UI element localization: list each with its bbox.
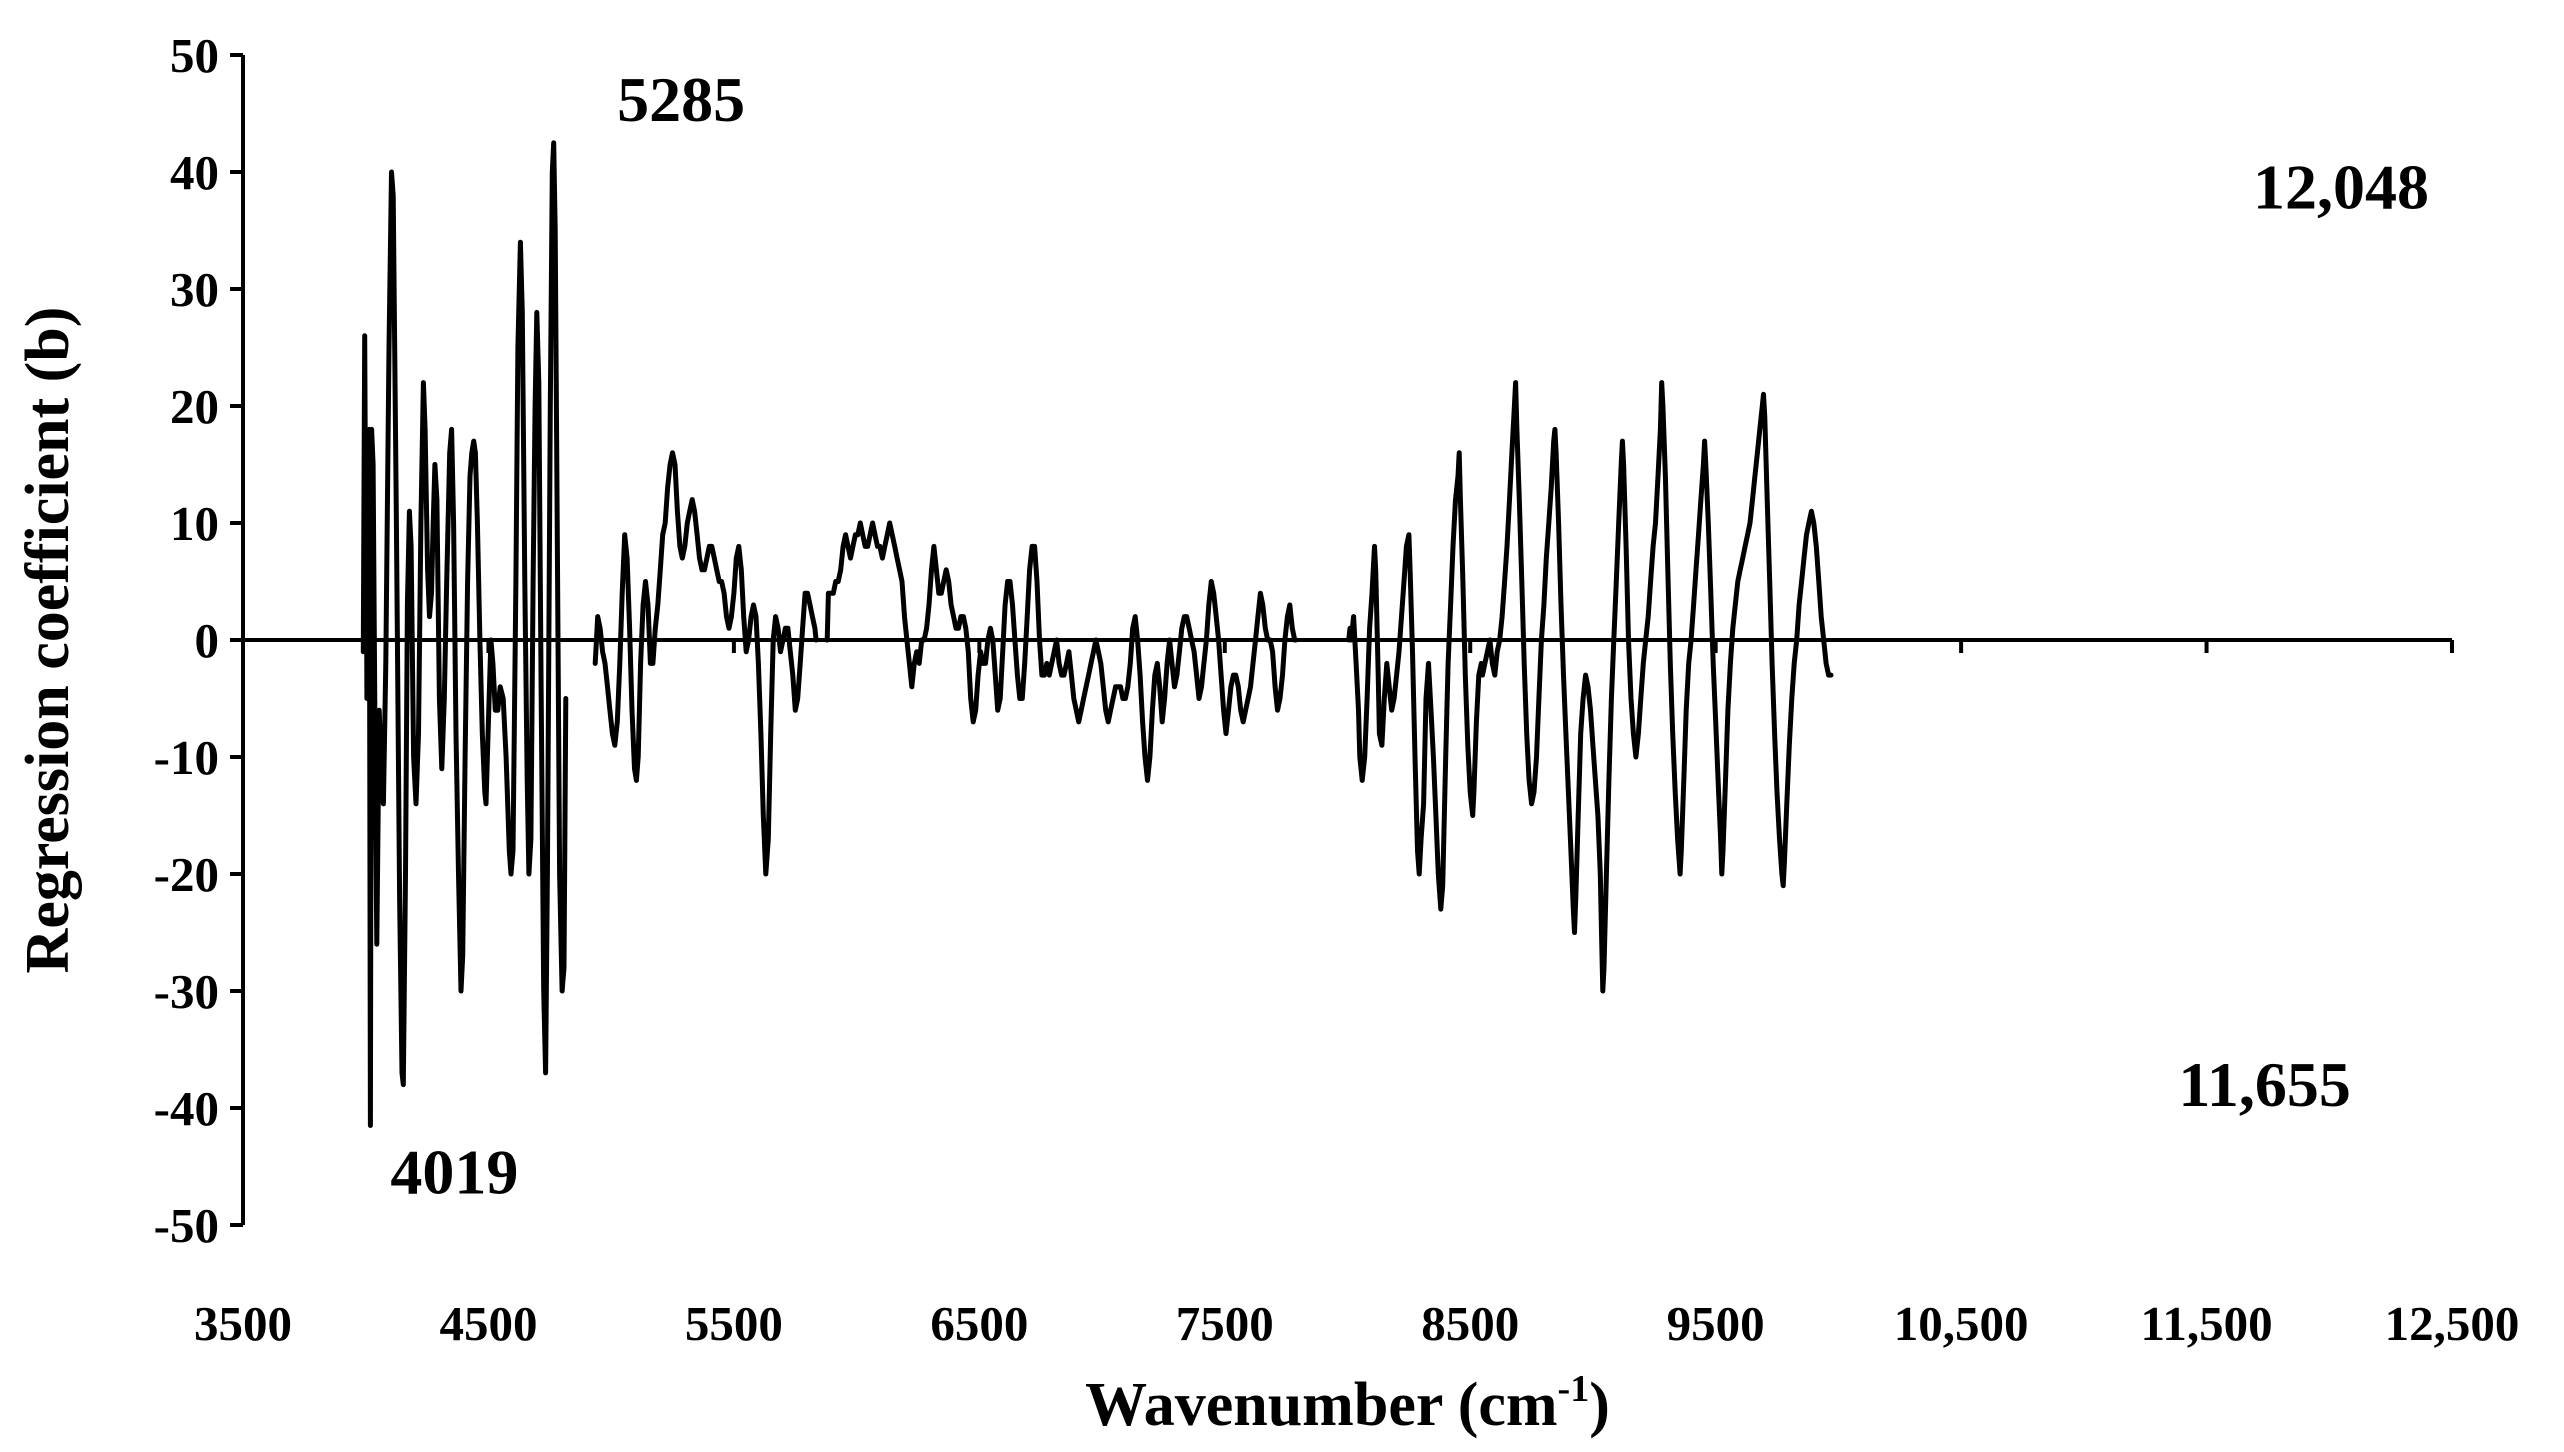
regression-coefficient-line: [360, 140, 569, 1128]
y-tick-label: 30: [170, 262, 219, 317]
peak-annotation-label: 4019: [390, 1137, 518, 1208]
y-tick-label: 40: [170, 145, 219, 200]
x-tick-label: 11,500: [2141, 1296, 2273, 1351]
x-tick-label: 8500: [1421, 1296, 1519, 1351]
y-tick-label: 0: [195, 613, 220, 668]
x-tick-label: 12,500: [2385, 1296, 2520, 1351]
peak-annotation-label: 11,655: [2178, 1049, 2350, 1120]
x-tick-label: 7500: [1176, 1296, 1274, 1351]
y-tick-label: 10: [170, 496, 219, 551]
x-tick-label: 3500: [194, 1296, 292, 1351]
y-tick-label: 50: [170, 28, 219, 83]
regression-coefficient-line: [1346, 380, 1834, 994]
y-tick-label: -40: [154, 1081, 219, 1136]
x-tick-label: 6500: [930, 1296, 1028, 1351]
x-tick-label: 4500: [439, 1296, 537, 1351]
x-tick-label: 10,500: [1894, 1296, 2029, 1351]
y-tick-label: -20: [154, 847, 219, 902]
peak-annotations: 4019 5285 12,048 11,655: [390, 64, 2429, 1208]
y-tick-label: -10: [154, 730, 219, 785]
y-tick-label: -30: [154, 964, 219, 1019]
y-tick-label: -50: [154, 1198, 219, 1253]
peak-annotation-label: 5285: [617, 64, 745, 135]
x-tick-labels: 3500 4500 5500 6500 7500 8500 9500 10,500 11,500…: [194, 1296, 2519, 1351]
y-axis-title: Regression coefficient (b): [14, 307, 82, 974]
x-tick-label: 9500: [1667, 1296, 1765, 1351]
y-tick-label: 20: [170, 379, 219, 434]
x-axis-title: Wavenumber (cm-1): [1085, 1368, 1610, 1439]
regression-coefficient-line: [592, 450, 819, 877]
peak-annotation-label: 12,048: [2253, 152, 2429, 223]
x-tick-label: 5500: [685, 1296, 783, 1351]
y-tick-labels: 50 40 30 20 10 0 -10 -20 -30 -40 -50: [154, 28, 219, 1253]
series-layer: [360, 140, 1834, 1128]
regression-coefficient-line: [824, 520, 1299, 783]
